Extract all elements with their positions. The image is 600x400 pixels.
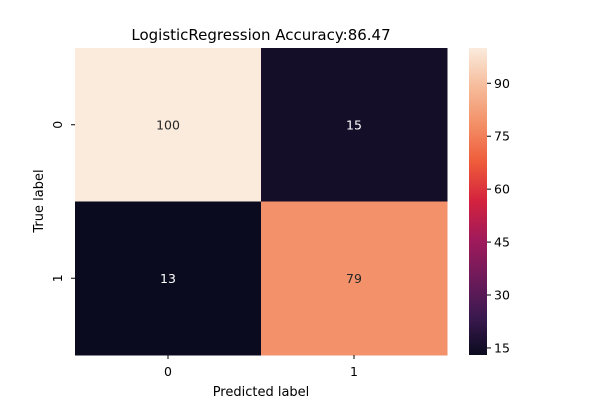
colorbar-tick-label: 75: [494, 129, 510, 144]
cell-value-label: 100: [156, 117, 180, 132]
chart-title: LogisticRegression Accuracy:86.47: [131, 26, 390, 44]
x-tick-label: 1: [350, 364, 358, 379]
heatmap-cells: 100 15 13 79: [75, 48, 448, 356]
y-axis-ticks: 01: [50, 121, 75, 282]
colorbar-tick-label: 30: [494, 288, 510, 303]
heatmap-cell: [261, 48, 448, 202]
y-axis-label: True label: [32, 169, 47, 233]
heatmap-cell: [75, 48, 262, 202]
heatmap-cell: [261, 201, 448, 356]
colorbar-gradient: [469, 48, 487, 355]
cell-value-label: 79: [346, 271, 362, 286]
y-tick-label: 1: [50, 274, 65, 282]
colorbar-tick-label: 45: [494, 235, 510, 250]
heatmap-cell: [75, 201, 262, 356]
colorbar-tick-label: 60: [494, 182, 510, 197]
cell-value-label: 15: [346, 117, 362, 132]
x-tick-label: 0: [164, 364, 172, 379]
colorbar: 15 30 45 60 75 90: [469, 48, 510, 355]
y-tick-label: 0: [50, 121, 65, 129]
colorbar-tick-label: 15: [494, 340, 510, 355]
x-axis-label: Predicted label: [213, 385, 310, 400]
colorbar-tick-label: 90: [494, 76, 510, 91]
cell-value-label: 13: [160, 271, 176, 286]
